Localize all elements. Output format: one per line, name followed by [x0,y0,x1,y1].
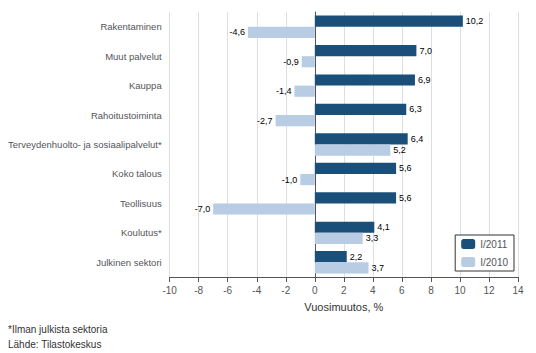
svg-text:12: 12 [483,285,495,296]
svg-text:-6: -6 [223,285,232,296]
svg-text:-2,7: -2,7 [257,116,273,126]
svg-text:7,0: 7,0 [419,46,432,56]
svg-text:-0,9: -0,9 [283,57,299,67]
svg-text:0: 0 [312,285,318,296]
svg-text:I/2011: I/2011 [480,239,507,250]
svg-text:5,6: 5,6 [399,163,412,173]
svg-text:-10: -10 [162,285,177,296]
svg-text:-2: -2 [281,285,290,296]
svg-text:-1,0: -1,0 [282,175,298,185]
svg-text:Koko talous: Koko talous [112,168,162,179]
svg-text:I/2010: I/2010 [480,257,508,268]
svg-text:Vuosimuutos, %: Vuosimuutos, % [304,301,383,313]
svg-text:Julkinen sektori: Julkinen sektori [96,257,161,268]
svg-text:4,1: 4,1 [377,222,390,232]
svg-text:4: 4 [370,285,376,296]
svg-text:-7,0: -7,0 [195,204,211,214]
svg-text:Teollisuus: Teollisuus [120,198,162,209]
svg-text:-4: -4 [252,285,261,296]
svg-text:6,3: 6,3 [409,104,422,114]
svg-text:6,9: 6,9 [418,75,431,85]
svg-text:6,4: 6,4 [411,134,424,144]
svg-text:14: 14 [512,285,524,296]
svg-text:5,2: 5,2 [393,145,406,155]
svg-text:Rakentaminen: Rakentaminen [100,21,161,32]
svg-text:6: 6 [399,285,405,296]
svg-text:Muut palvelut: Muut palvelut [105,51,162,62]
svg-text:Koulutus*: Koulutus* [121,227,162,238]
svg-text:3,3: 3,3 [366,233,379,243]
svg-text:8: 8 [428,285,434,296]
svg-text:-8: -8 [194,285,203,296]
svg-text:5,6: 5,6 [399,193,412,203]
svg-text:3,7: 3,7 [372,263,385,273]
svg-text:-4,6: -4,6 [230,27,246,37]
svg-text:Kauppa: Kauppa [129,80,162,91]
svg-text:-1,4: -1,4 [276,86,292,96]
svg-text:10: 10 [454,285,466,296]
svg-text:*Ilman julkista sektoria: *Ilman julkista sektoria [8,324,108,335]
svg-text:Terveydenhuolto- ja sosiaalipa: Terveydenhuolto- ja sosiaalipalvelut* [8,139,162,150]
svg-text:Rahoitustoiminta: Rahoitustoiminta [91,110,162,121]
svg-text:2,2: 2,2 [350,252,363,262]
svg-text:Lähde: Tilastokeskus: Lähde: Tilastokeskus [8,339,101,350]
svg-text:2: 2 [341,285,347,296]
svg-text:10,2: 10,2 [466,16,484,26]
